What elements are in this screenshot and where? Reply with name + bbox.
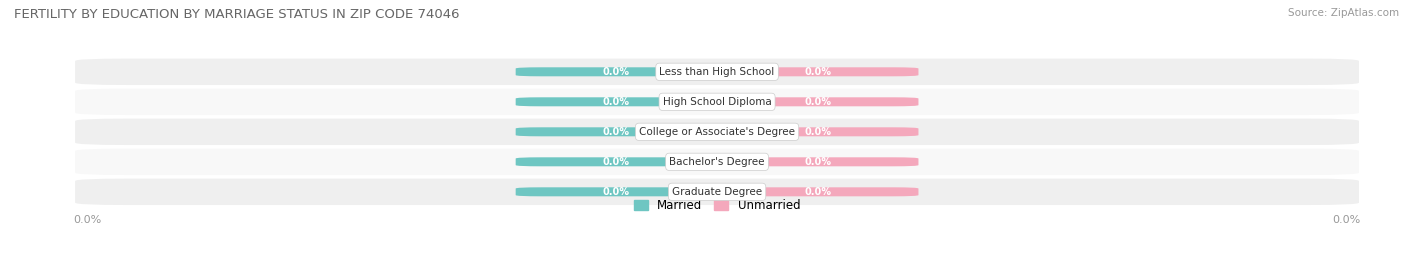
Legend: Married, Unmarried: Married, Unmarried: [628, 194, 806, 216]
Text: 0.0%: 0.0%: [603, 97, 630, 107]
Text: Bachelor's Degree: Bachelor's Degree: [669, 157, 765, 167]
FancyBboxPatch shape: [75, 89, 1360, 115]
Text: 0.0%: 0.0%: [603, 67, 630, 77]
Text: High School Diploma: High School Diploma: [662, 97, 772, 107]
Text: College or Associate's Degree: College or Associate's Degree: [640, 127, 794, 137]
FancyBboxPatch shape: [516, 97, 717, 106]
FancyBboxPatch shape: [516, 187, 717, 196]
Text: 0.0%: 0.0%: [804, 97, 831, 107]
FancyBboxPatch shape: [717, 157, 918, 166]
Text: 0.0%: 0.0%: [804, 187, 831, 197]
FancyBboxPatch shape: [717, 187, 918, 196]
FancyBboxPatch shape: [717, 97, 918, 106]
FancyBboxPatch shape: [717, 127, 918, 136]
Text: 0.0%: 0.0%: [603, 157, 630, 167]
FancyBboxPatch shape: [75, 119, 1360, 145]
Text: Less than High School: Less than High School: [659, 67, 775, 77]
Text: 0.0%: 0.0%: [804, 67, 831, 77]
Text: Source: ZipAtlas.com: Source: ZipAtlas.com: [1288, 8, 1399, 18]
Text: Graduate Degree: Graduate Degree: [672, 187, 762, 197]
FancyBboxPatch shape: [75, 179, 1360, 205]
FancyBboxPatch shape: [516, 67, 717, 76]
Text: 0.0%: 0.0%: [804, 157, 831, 167]
FancyBboxPatch shape: [516, 127, 717, 136]
Text: 0.0%: 0.0%: [603, 127, 630, 137]
Text: 0.0%: 0.0%: [603, 187, 630, 197]
FancyBboxPatch shape: [75, 59, 1360, 85]
FancyBboxPatch shape: [516, 157, 717, 166]
Text: FERTILITY BY EDUCATION BY MARRIAGE STATUS IN ZIP CODE 74046: FERTILITY BY EDUCATION BY MARRIAGE STATU…: [14, 8, 460, 21]
Text: 0.0%: 0.0%: [804, 127, 831, 137]
FancyBboxPatch shape: [717, 67, 918, 76]
FancyBboxPatch shape: [75, 148, 1360, 175]
